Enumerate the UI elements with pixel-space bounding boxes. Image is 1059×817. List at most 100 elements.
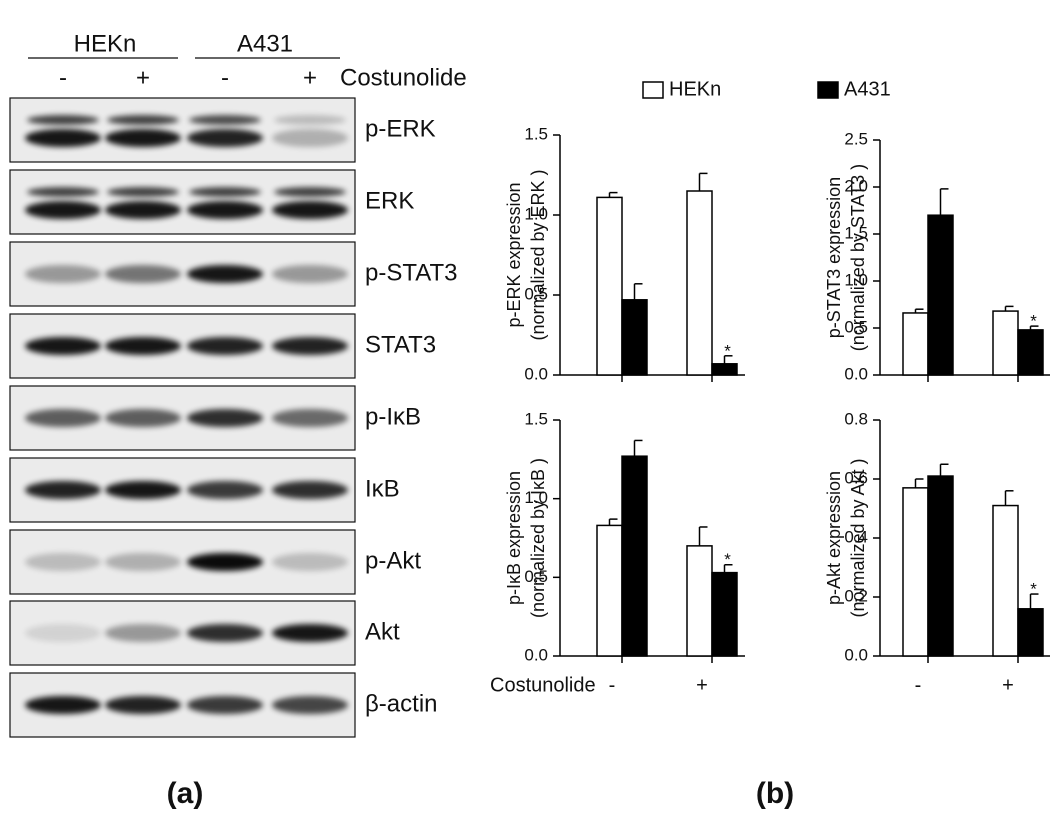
- legend-swatch: [642, 81, 664, 99]
- blot-row-label: p-Akt: [365, 547, 421, 574]
- bar: [686, 545, 713, 657]
- blot-band: [105, 129, 181, 147]
- legend-label: HEKn: [669, 78, 721, 100]
- y-tick-label: 0.0: [844, 364, 868, 383]
- blot-band: [187, 265, 263, 283]
- lane-label: +: [303, 64, 317, 91]
- y-axis-label: (normalized by Akt ): [848, 458, 868, 617]
- x-axis-label: Costunolide: [490, 674, 596, 696]
- blot-row-label: β-actin: [365, 690, 438, 717]
- blot-band: [105, 265, 181, 283]
- y-tick-label: 1.0: [844, 270, 868, 289]
- blot-band: [105, 201, 181, 219]
- blot-band: [187, 337, 263, 355]
- blot-band: [105, 624, 181, 642]
- blot-band: [272, 201, 348, 219]
- bar: [621, 455, 648, 657]
- blot-band: [105, 696, 181, 714]
- y-tick-label: 0.5: [844, 317, 868, 336]
- blot-band: [27, 115, 99, 125]
- blot-band: [189, 115, 261, 125]
- blot-band: [27, 187, 99, 197]
- blot-band: [187, 624, 263, 642]
- significance-mark: *: [724, 341, 731, 360]
- bar: [621, 299, 648, 376]
- blot-row-label: STAT3: [365, 331, 436, 358]
- y-tick-label: 1.5: [524, 124, 548, 143]
- bar: [992, 504, 1019, 657]
- y-tick-label: 0.0: [844, 645, 868, 664]
- bar: [902, 312, 929, 376]
- blot-band: [105, 481, 181, 499]
- bar: [992, 310, 1019, 376]
- y-tick-label: 0.0: [524, 364, 548, 383]
- x-tick-label: -: [609, 674, 616, 696]
- blot-band: [25, 481, 101, 499]
- lane-label: -: [221, 64, 229, 91]
- y-tick-label: 2.5: [844, 129, 868, 148]
- y-axis-label: (normalized by IκB ): [528, 458, 548, 618]
- blot-band: [25, 696, 101, 714]
- y-tick-label: 1.0: [524, 488, 548, 507]
- blot-band: [274, 115, 346, 125]
- blot-band: [105, 553, 181, 571]
- blot-row-label: Akt: [365, 618, 400, 645]
- blot-band: [107, 187, 179, 197]
- blot-band: [25, 201, 101, 219]
- y-axis-label: p-IκB expression: [504, 471, 524, 605]
- blot-row-label: p-STAT3: [365, 259, 457, 286]
- blot-band: [107, 115, 179, 125]
- x-tick-label: +: [1002, 674, 1014, 696]
- blot-row-label: p-ERK: [365, 115, 436, 142]
- blot-band: [272, 481, 348, 499]
- y-axis-label: (normalized by ERK ): [528, 169, 548, 340]
- blot-band: [25, 624, 101, 642]
- blot-band: [105, 337, 181, 355]
- bar: [927, 214, 954, 376]
- blot-row-label: p-IκB: [365, 403, 421, 430]
- y-tick-label: 0.4: [844, 527, 868, 546]
- legend-label: A431: [844, 78, 891, 100]
- bar: [711, 571, 738, 657]
- y-tick-label: 1.5: [844, 223, 868, 242]
- blot-band: [272, 409, 348, 427]
- blot-band: [25, 553, 101, 571]
- y-tick-label: 1.0: [524, 204, 548, 223]
- bar: [902, 487, 929, 657]
- legend-swatch: [817, 81, 839, 99]
- panel-label: (b): [756, 777, 794, 810]
- significance-mark: *: [1030, 312, 1037, 331]
- blot-band: [25, 337, 101, 355]
- y-tick-label: 0.8: [844, 409, 868, 428]
- blot-band: [105, 409, 181, 427]
- y-axis-label: p-STAT3 expression: [824, 177, 844, 338]
- significance-mark: *: [1030, 580, 1037, 599]
- group-label: A431: [237, 30, 293, 57]
- blot-band: [187, 696, 263, 714]
- blot-band: [25, 409, 101, 427]
- blot-band: [25, 265, 101, 283]
- blot-band: [187, 201, 263, 219]
- blot-band: [272, 129, 348, 147]
- group-label: HEKn: [74, 30, 137, 57]
- bar: [927, 475, 954, 657]
- blot-band: [272, 265, 348, 283]
- bar: [686, 190, 713, 376]
- blot-band: [272, 624, 348, 642]
- y-axis-label: (normalized by STAT3 ): [848, 164, 868, 351]
- blot-band: [187, 481, 263, 499]
- y-axis-label: p-ERK expression: [504, 182, 524, 327]
- blot-band: [272, 553, 348, 571]
- panel-label: (a): [167, 777, 204, 810]
- bar: [596, 524, 623, 657]
- blot-band: [187, 129, 263, 147]
- blot-band: [274, 187, 346, 197]
- blot-band: [187, 409, 263, 427]
- blot-band: [25, 129, 101, 147]
- y-tick-label: 0.0: [524, 645, 548, 664]
- bar: [1017, 608, 1044, 657]
- y-tick-label: 1.5: [524, 409, 548, 428]
- lane-label: -: [59, 64, 67, 91]
- x-tick-label: -: [915, 674, 922, 696]
